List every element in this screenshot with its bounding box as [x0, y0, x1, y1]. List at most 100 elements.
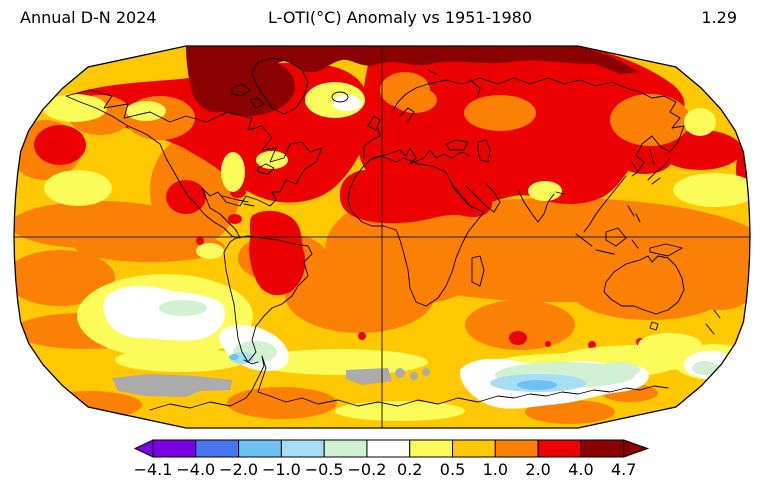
coastline-greenland: [251, 57, 309, 115]
map-shape: [410, 372, 418, 380]
map-shape: [103, 286, 226, 341]
colorbar-segment: [195, 439, 240, 458]
colorbar-segment: [280, 439, 325, 458]
colorbar-segment: [580, 439, 625, 458]
map-shape: [617, 142, 673, 174]
map-shape: [422, 368, 430, 376]
map-shape: [229, 354, 239, 360]
coastline-new-zealand: [705, 309, 721, 335]
coastline-australia: [603, 255, 685, 331]
colorbar-tick-label: −4.0: [176, 460, 215, 479]
colorbar-segment: [494, 439, 539, 458]
colorbar-segment: [537, 439, 582, 458]
map-shape: [221, 152, 245, 192]
coastline-caribbean: [221, 195, 255, 207]
map-shape: [335, 401, 465, 421]
darkred-anomaly-regions: [186, 46, 640, 116]
map-shape: [517, 380, 557, 390]
map-shape: [684, 108, 716, 136]
colorbar-tick-label: 1.0: [483, 460, 508, 479]
colorbar-tick-label: 0.5: [440, 460, 465, 479]
map-shape: [14, 250, 115, 306]
coastlines: [65, 57, 721, 411]
map-shape: [75, 232, 225, 262]
map-fill-layers: [14, 46, 750, 428]
colorbar-segment: [152, 439, 197, 458]
map-shape: −4.1 −4.0 −2.0 −1.0 −0.5 −0.2 0.2 0.5 1.0 2.0 4.0 4…: [133, 439, 650, 479]
map-shape: [358, 332, 366, 340]
coastline-japan: [647, 157, 671, 185]
map-shape: [465, 300, 575, 350]
coastline-asia: [427, 77, 685, 233]
coastline-south-america: [223, 235, 313, 365]
map-shape: [380, 72, 430, 108]
map-shape: [346, 368, 392, 385]
coastline-southeast-asia-islands: [575, 205, 683, 257]
map-shape: [126, 101, 166, 121]
map-shape: [596, 362, 640, 378]
period-label: Annual D-N 2024: [20, 8, 157, 27]
map-shape: [339, 167, 493, 224]
colorbar-tick-label: −4.1: [134, 460, 173, 479]
global-mean-value: 1.29: [701, 8, 737, 27]
colorbar: −4.1 −4.0 −2.0 −1.0 −0.5 −0.2 0.2 0.5 1.0 2.0 4.0 4…: [133, 439, 650, 479]
map-shape: [199, 56, 295, 116]
map-shape: [464, 95, 536, 131]
colorbar-segment: [409, 439, 454, 458]
colorbar-segment: [323, 439, 368, 458]
map-shape: [159, 300, 207, 316]
map-shape: [34, 125, 86, 165]
map-shape: [332, 95, 362, 111]
map-shape: [166, 180, 206, 214]
colorbar-segment: [452, 439, 496, 458]
map-shape: [525, 400, 615, 424]
map-shape: [44, 170, 112, 206]
map-shape: [196, 243, 224, 259]
colorbar-tick-label: −2.0: [219, 460, 258, 479]
map-shape: [673, 173, 750, 207]
colorbar-segment: [366, 439, 411, 458]
graticule: [14, 46, 750, 428]
map-shape: [66, 62, 371, 203]
map-shape: [528, 181, 562, 201]
map-shape: [227, 387, 337, 419]
coastline-antarctica: [149, 355, 669, 411]
map-shape: [610, 94, 690, 146]
colorbar-tick-label: 4.7: [611, 460, 636, 479]
blue-anomaly-regions: [229, 354, 557, 390]
map-shape: [588, 341, 596, 349]
coastline-iceland: [331, 91, 349, 103]
map-shape: [115, 348, 245, 372]
coastline-madagascar: [471, 255, 485, 287]
coastline-great-lakes: [257, 163, 275, 175]
missing-data-regions: [112, 368, 430, 397]
colorbar-segment: [238, 439, 282, 458]
colorbar-tick-label: −0.5: [305, 460, 344, 479]
map-shape: [196, 237, 204, 245]
map-shape: [285, 257, 435, 333]
map-shape: [186, 46, 640, 113]
coastline-africa: [347, 155, 485, 307]
map-shape: [228, 214, 242, 224]
colorbar-tick-label: 4.0: [568, 460, 593, 479]
coastline-arctic-islands: [231, 69, 481, 109]
map-shape: [249, 210, 306, 296]
colorbar-right-arrow: [623, 439, 650, 458]
chart-title: L-OTI(°C) Anomaly vs 1951-1980: [267, 8, 533, 27]
map-shape: [112, 374, 232, 397]
colorbar-tick-label: 2.0: [525, 460, 550, 479]
coastline-europe: [363, 83, 491, 165]
map-shape: [395, 368, 405, 378]
map-shape: [675, 223, 750, 267]
colorbar-tick-label: −0.2: [348, 460, 387, 479]
map-shape: [43, 94, 107, 122]
colorbar-tick-label: 0.2: [397, 460, 422, 479]
map-shape: [509, 331, 527, 345]
colorbar-tick-label: −1.0: [262, 460, 301, 479]
colorbar-left-arrow: [133, 439, 154, 458]
map-shape: [692, 361, 718, 375]
map-shape: [545, 341, 551, 347]
map-outline: [13, 45, 751, 429]
coastline-north-america: [65, 89, 323, 239]
